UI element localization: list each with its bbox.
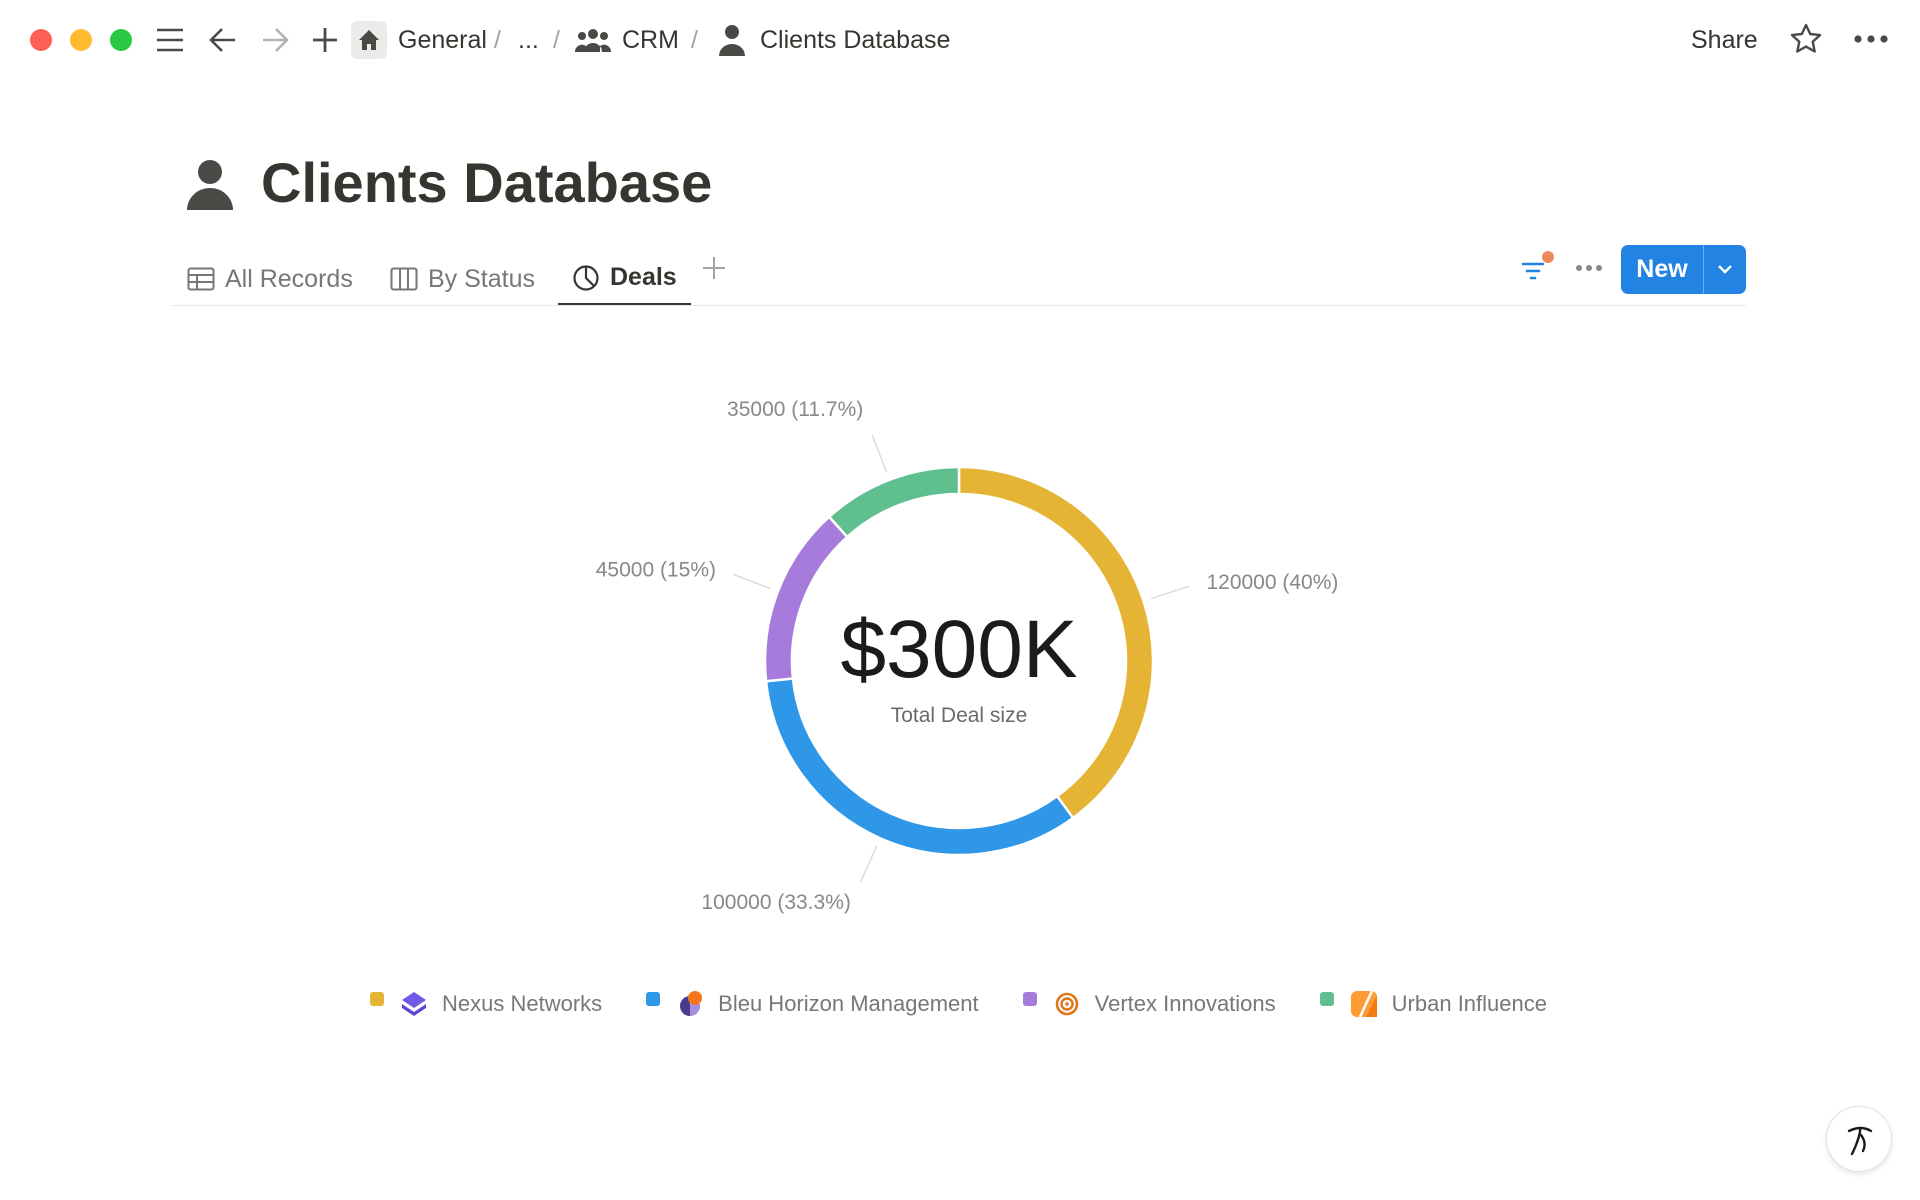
vertex-innovations-logo-icon	[1055, 992, 1078, 1016]
legend-swatch	[1319, 992, 1334, 1006]
new-button[interactable]: New	[1636, 255, 1688, 283]
table-icon	[187, 267, 215, 291]
breadcrumb-separator: /	[494, 26, 501, 54]
total-label: Total Deal size	[891, 704, 1028, 727]
new-page-plus-icon[interactable]	[311, 26, 339, 54]
breadcrumb-clients-database[interactable]: Clients Database	[760, 26, 951, 54]
chart-legend: Nexus Networks Bleu Horizon Management V…	[370, 990, 1547, 1018]
menu-icon[interactable]	[155, 27, 185, 53]
data-label: 45000 (15%)	[596, 558, 716, 581]
close-window-button[interactable]	[30, 29, 52, 51]
legend-label: Nexus Networks	[442, 991, 603, 1016]
favorite-star-icon[interactable]	[1789, 22, 1823, 56]
donut-segment[interactable]	[827, 465, 961, 539]
data-label: 120000 (40%)	[1206, 571, 1338, 594]
legend-swatch	[646, 992, 661, 1006]
share-button[interactable]: Share	[1691, 26, 1758, 54]
chevron-down-icon[interactable]	[1704, 245, 1746, 294]
tab-by-status[interactable]: By Status	[390, 252, 535, 306]
person-icon	[719, 25, 745, 56]
total-value: $300K	[840, 604, 1077, 695]
maximize-window-button[interactable]	[110, 29, 132, 51]
tab-deals[interactable]: Deals	[558, 252, 691, 306]
forward-arrow-icon[interactable]	[260, 26, 290, 54]
leader-line	[1150, 585, 1190, 600]
legend-label: Bleu Horizon Management	[718, 991, 979, 1016]
breadcrumb-separator: /	[553, 26, 560, 54]
tab-label: By Status	[428, 264, 535, 293]
view-options-icon[interactable]	[1575, 263, 1603, 273]
group-icon	[575, 29, 611, 52]
minimize-window-button[interactable]	[70, 29, 92, 51]
tab-label: All Records	[225, 264, 353, 293]
board-icon	[390, 267, 418, 291]
nexus-networks-logo-icon	[402, 992, 426, 1016]
legend-label: Vertex Innovations	[1094, 991, 1276, 1016]
tab-label: Deals	[610, 263, 677, 291]
back-arrow-icon[interactable]	[208, 26, 238, 54]
data-label: 100000 (33.3%)	[701, 891, 850, 914]
breadcrumb-separator: /	[691, 26, 698, 54]
filter-icon[interactable]	[1520, 250, 1556, 282]
legend-swatch	[370, 992, 384, 1006]
legend-label: Urban Influence	[1391, 991, 1547, 1016]
bleu-horizon-logo-icon	[680, 991, 703, 1017]
data-label: 35000 (11.7%)	[727, 398, 863, 421]
new-button-group: New	[1621, 245, 1746, 294]
urban-influence-logo-icon	[1350, 990, 1377, 1018]
tab-all-records[interactable]: All Records	[187, 252, 353, 306]
breadcrumb-crm[interactable]: CRM	[622, 26, 679, 54]
breadcrumb-general[interactable]: General	[398, 26, 487, 54]
chart-pie-icon	[573, 264, 599, 291]
help-button[interactable]	[1826, 1106, 1892, 1172]
leader-line	[732, 573, 771, 590]
breadcrumb-ellipsis[interactable]: ...	[518, 26, 539, 54]
add-view-plus-icon[interactable]	[702, 256, 726, 280]
help-assistant-icon	[1847, 1126, 1873, 1156]
tabs-divider	[172, 305, 1746, 306]
home-icon[interactable]	[351, 21, 387, 59]
legend-swatch	[1022, 992, 1037, 1006]
leader-line	[859, 845, 878, 883]
page-title: Clients Database	[261, 151, 713, 214]
leader-line	[871, 434, 888, 473]
donut-segment[interactable]	[763, 515, 850, 683]
button-divider	[1703, 245, 1704, 294]
more-options-icon[interactable]	[1853, 33, 1889, 45]
page-person-icon	[187, 160, 233, 210]
